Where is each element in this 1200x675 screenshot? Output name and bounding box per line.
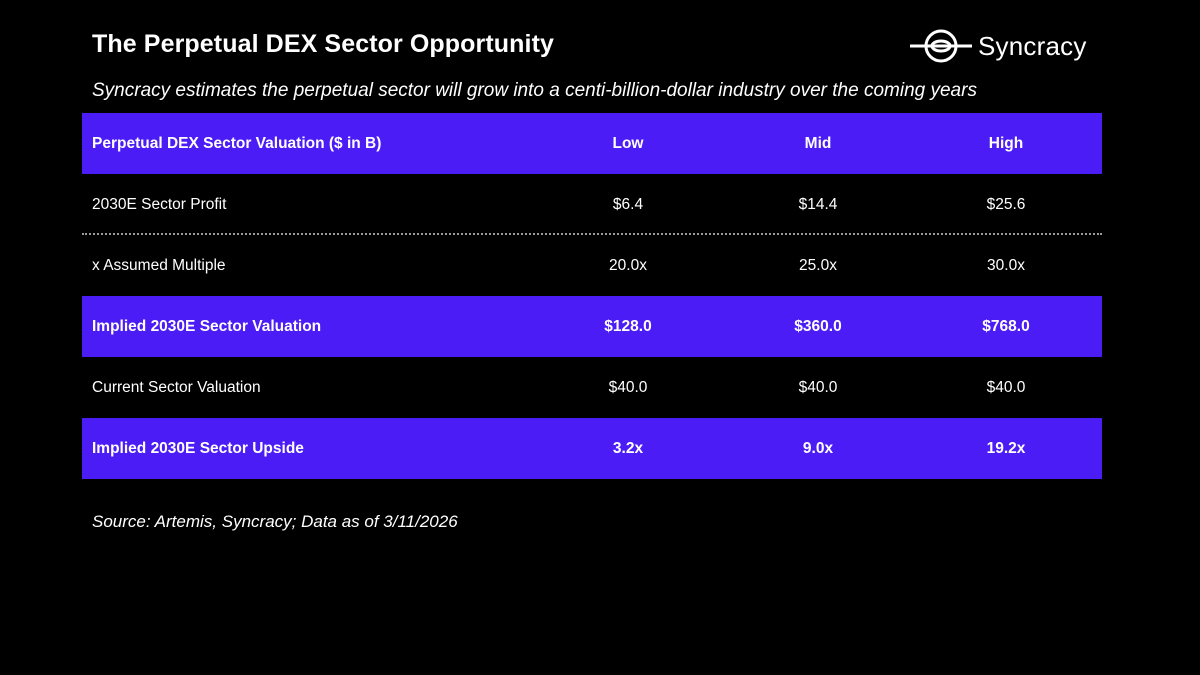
row-high: $40.0 <box>986 378 1026 396</box>
header-mid: Mid <box>804 134 832 152</box>
table-row-highlight: Implied 2030E Sector Upside 3.2x 9.0x 19… <box>82 418 1102 479</box>
row-label: Implied 2030E Sector Upside <box>92 439 304 457</box>
table-row-highlight: Implied 2030E Sector Valuation $128.0 $3… <box>82 296 1102 357</box>
header-high: High <box>988 134 1024 152</box>
page-subtitle: Syncracy estimates the perpetual sector … <box>92 80 977 101</box>
row-low: $40.0 <box>608 378 648 396</box>
page-title: The Perpetual DEX Sector Opportunity <box>92 30 554 58</box>
header-low: Low <box>612 134 644 152</box>
table-row: x Assumed Multiple 20.0x 25.0x 30.0x <box>82 235 1102 296</box>
table-row: 2030E Sector Profit $6.4 $14.4 $25.6 <box>82 174 1102 235</box>
row-label: 2030E Sector Profit <box>92 195 227 213</box>
row-label: x Assumed Multiple <box>92 256 226 274</box>
row-mid: 9.0x <box>802 439 834 457</box>
syncracy-ring-logo-icon <box>910 28 972 64</box>
table-header-row: Perpetual DEX Sector Valuation ($ in B) … <box>82 113 1102 174</box>
row-mid: $360.0 <box>794 317 842 335</box>
source-note: Source: Artemis, Syncracy; Data as of 3/… <box>92 512 458 531</box>
row-label: Implied 2030E Sector Valuation <box>92 317 322 335</box>
row-low: $128.0 <box>604 317 652 335</box>
row-mid: 25.0x <box>799 256 837 274</box>
logo-wordmark: Syncracy <box>978 30 1087 61</box>
header-label: Perpetual DEX Sector Valuation ($ in B) <box>92 134 382 152</box>
row-low: 20.0x <box>609 256 647 274</box>
row-low: 3.2x <box>612 439 644 457</box>
table-row: Current Sector Valuation $40.0 $40.0 $40… <box>82 357 1102 418</box>
valuation-table: Perpetual DEX Sector Valuation ($ in B) … <box>82 113 1102 479</box>
row-label: Current Sector Valuation <box>92 378 261 396</box>
row-mid: $40.0 <box>798 378 838 396</box>
row-high: 19.2x <box>986 439 1026 457</box>
row-mid: $14.4 <box>798 195 838 213</box>
row-low: $6.4 <box>612 195 644 213</box>
row-high: $25.6 <box>986 195 1026 213</box>
brand-logo: Syncracy <box>910 28 1087 64</box>
row-high: 30.0x <box>987 256 1025 274</box>
row-high: $768.0 <box>982 317 1030 335</box>
